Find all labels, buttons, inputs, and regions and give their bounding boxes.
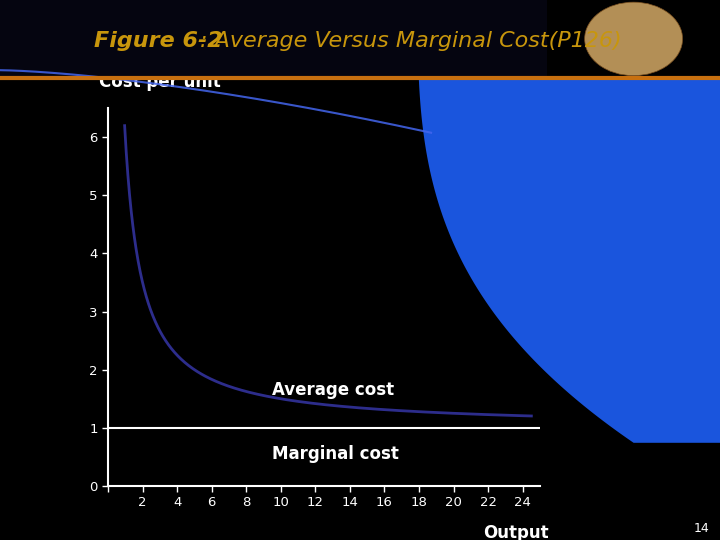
- Text: : Average Versus Marginal Cost(P126): : Average Versus Marginal Cost(P126): [200, 31, 622, 51]
- Bar: [0, 0, 720, 78]
- Text: Figure 6-2: Figure 6-2: [94, 31, 222, 51]
- Bar: [547, 0, 720, 78]
- Text: Marginal cost: Marginal cost: [272, 445, 399, 463]
- Text: Output: Output: [483, 524, 549, 540]
- Text: Cost per unit: Cost per unit: [99, 72, 221, 91]
- Text: 14: 14: [693, 522, 709, 535]
- Text: Average cost: Average cost: [272, 381, 395, 399]
- Polygon shape: [418, 0, 720, 443]
- Circle shape: [585, 2, 683, 76]
